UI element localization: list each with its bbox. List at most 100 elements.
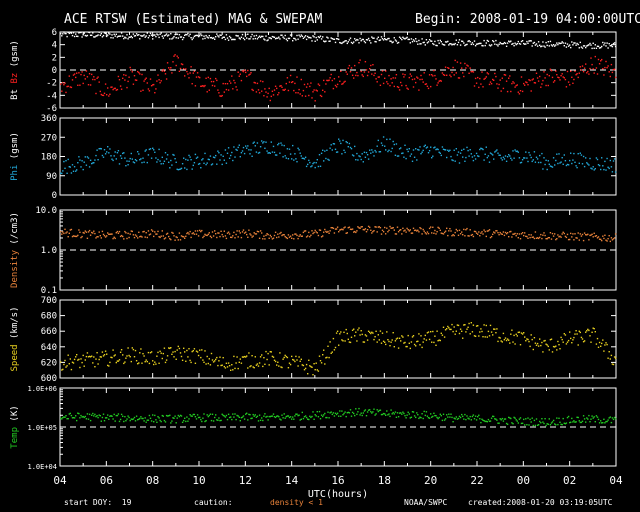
data-point bbox=[543, 45, 545, 47]
data-point bbox=[398, 89, 401, 91]
data-point bbox=[249, 38, 251, 40]
data-point bbox=[63, 160, 65, 163]
data-point bbox=[320, 414, 323, 416]
data-point bbox=[119, 85, 122, 87]
data-point bbox=[420, 335, 422, 337]
data-point bbox=[534, 161, 537, 163]
data-point bbox=[447, 416, 449, 418]
data-point bbox=[199, 162, 201, 165]
data-point bbox=[185, 360, 187, 362]
data-point bbox=[266, 150, 268, 152]
data-point bbox=[235, 418, 237, 421]
data-point bbox=[598, 341, 601, 344]
data-point bbox=[211, 413, 214, 415]
data-point bbox=[195, 76, 198, 78]
data-point bbox=[608, 417, 610, 419]
data-point bbox=[268, 152, 270, 154]
data-point bbox=[393, 346, 395, 348]
data-point bbox=[299, 36, 301, 38]
data-point bbox=[94, 366, 96, 368]
data-point bbox=[540, 344, 542, 347]
data-point bbox=[390, 150, 392, 153]
data-point bbox=[118, 359, 121, 361]
data-point bbox=[86, 76, 89, 78]
data-point bbox=[131, 71, 133, 73]
data-point bbox=[320, 95, 323, 98]
y-tick-label: 360 bbox=[41, 114, 57, 124]
data-point bbox=[71, 164, 74, 166]
data-point bbox=[565, 422, 568, 424]
data-point bbox=[475, 152, 478, 155]
data-point bbox=[205, 420, 207, 422]
data-point bbox=[600, 46, 602, 49]
data-point bbox=[359, 155, 361, 158]
data-point bbox=[465, 331, 467, 333]
data-point bbox=[71, 417, 74, 419]
data-point bbox=[174, 239, 176, 241]
data-point bbox=[431, 74, 433, 76]
data-point bbox=[216, 33, 218, 35]
data-point bbox=[303, 369, 306, 371]
data-point bbox=[369, 409, 371, 411]
data-point bbox=[424, 83, 426, 85]
data-point bbox=[477, 233, 479, 235]
data-point bbox=[357, 159, 359, 161]
data-point bbox=[117, 150, 120, 152]
data-point bbox=[234, 82, 236, 84]
data-point bbox=[506, 423, 509, 425]
data-point bbox=[536, 158, 539, 160]
data-point bbox=[484, 77, 486, 80]
data-point bbox=[184, 75, 186, 77]
data-point bbox=[544, 77, 546, 79]
data-point bbox=[389, 40, 391, 42]
data-point bbox=[506, 232, 509, 234]
data-point bbox=[413, 229, 416, 232]
data-point bbox=[120, 349, 123, 351]
data-point bbox=[534, 342, 537, 344]
data-point bbox=[85, 355, 88, 358]
data-point bbox=[396, 337, 399, 339]
data-point bbox=[276, 364, 278, 366]
data-point bbox=[463, 75, 465, 78]
data-point bbox=[135, 160, 138, 162]
data-point bbox=[176, 55, 178, 57]
data-point bbox=[561, 338, 563, 341]
data-point bbox=[592, 236, 594, 238]
data-point bbox=[293, 238, 295, 240]
data-point bbox=[76, 235, 78, 238]
data-point bbox=[202, 38, 204, 40]
data-point bbox=[534, 424, 537, 427]
data-point bbox=[574, 42, 576, 44]
data-point bbox=[451, 159, 453, 161]
data-point bbox=[504, 337, 507, 339]
data-point bbox=[101, 230, 104, 233]
data-point bbox=[517, 422, 519, 424]
data-point bbox=[92, 232, 94, 234]
data-point bbox=[67, 85, 69, 87]
data-point bbox=[527, 417, 529, 419]
data-point bbox=[542, 421, 544, 423]
panel-frame bbox=[59, 117, 617, 196]
data-point bbox=[190, 66, 192, 68]
data-point bbox=[309, 365, 311, 367]
data-point bbox=[397, 347, 400, 349]
data-point bbox=[258, 35, 261, 37]
data-point bbox=[112, 418, 114, 420]
data-point bbox=[405, 157, 407, 160]
data-point bbox=[176, 349, 178, 351]
data-point bbox=[256, 363, 259, 365]
data-point bbox=[511, 422, 513, 424]
data-point bbox=[330, 411, 332, 413]
data-point bbox=[308, 159, 310, 162]
data-point bbox=[499, 418, 501, 420]
data-point bbox=[455, 228, 457, 231]
data-point bbox=[231, 364, 233, 366]
data-point bbox=[457, 151, 460, 153]
data-point bbox=[594, 44, 596, 46]
data-point bbox=[263, 357, 265, 359]
data-point bbox=[521, 422, 524, 424]
data-point bbox=[610, 354, 613, 357]
data-point bbox=[327, 37, 329, 39]
data-point bbox=[585, 157, 587, 159]
data-point bbox=[373, 408, 375, 410]
